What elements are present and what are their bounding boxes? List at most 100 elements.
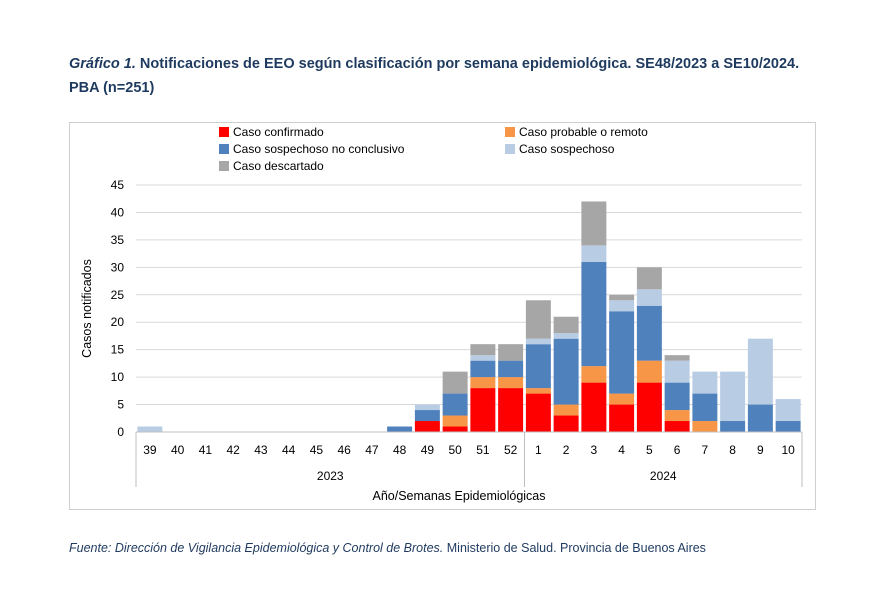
x-tick-label: 10 xyxy=(781,443,795,457)
y-tick-label: 5 xyxy=(117,398,124,412)
bar-segment xyxy=(581,245,607,262)
y-tick-label: 25 xyxy=(111,288,125,302)
bar-segment xyxy=(636,305,662,361)
x-tick-label: 1 xyxy=(535,443,542,457)
x-tick-label: 6 xyxy=(674,443,681,457)
legend-swatch xyxy=(219,127,229,137)
figure-label: Gráfico 1. xyxy=(69,56,136,72)
bar-segment xyxy=(498,344,524,361)
x-tick-label: 7 xyxy=(702,443,709,457)
x-tick-label: 5 xyxy=(646,443,653,457)
bar-segment xyxy=(553,338,579,405)
bar-segment xyxy=(525,338,551,345)
legend-swatch xyxy=(505,127,515,137)
bar-segment xyxy=(553,415,579,432)
bar-segment xyxy=(720,371,746,422)
legend-swatch xyxy=(219,161,229,171)
bar-segment xyxy=(692,393,718,422)
bar-segment xyxy=(775,421,801,432)
x-tick-label: 39 xyxy=(143,443,157,457)
bar-segment xyxy=(636,267,662,290)
bar-segment xyxy=(525,393,551,432)
year-label: 2024 xyxy=(650,469,677,483)
legend-label: Caso probable o remoto xyxy=(519,125,648,139)
bar-segment xyxy=(553,316,579,334)
chart-title: Gráfico 1. Notificaciones de EEO según c… xyxy=(69,52,839,100)
x-tick-label: 9 xyxy=(757,443,764,457)
x-tick-label: 51 xyxy=(476,443,490,457)
x-tick-label: 4 xyxy=(618,443,625,457)
source-normal: Ministerio de Salud. Provincia de Buenos… xyxy=(446,541,706,555)
bar-segment xyxy=(664,421,690,432)
y-tick-label: 15 xyxy=(111,343,125,357)
x-tick-label: 49 xyxy=(421,443,435,457)
x-tick-label: 41 xyxy=(199,443,213,457)
bar-segment xyxy=(442,371,468,394)
bar-segment xyxy=(137,426,163,432)
y-axis: 0 5 10 15 20 25 30 35 40 45 xyxy=(111,178,125,439)
bar-segment xyxy=(414,421,440,432)
bar-segment xyxy=(442,415,468,427)
bar-segment xyxy=(581,366,607,383)
bar-segment xyxy=(609,393,635,405)
x-tick-label: 44 xyxy=(282,443,296,457)
bar-segment xyxy=(581,382,607,432)
chart-frame xyxy=(69,122,816,510)
bar-segment xyxy=(636,382,662,432)
bar-segment xyxy=(498,360,524,378)
x-tick-label: 45 xyxy=(310,443,324,457)
gridlines xyxy=(136,184,802,406)
source-note: Fuente: Dirección de Vigilancia Epidemio… xyxy=(69,541,706,555)
bar-segment xyxy=(581,201,607,246)
bar-segment xyxy=(442,393,468,416)
bar-segment xyxy=(664,410,690,422)
bar-segment xyxy=(664,360,690,383)
x-tick-label: 43 xyxy=(254,443,268,457)
y-tick-label: 45 xyxy=(111,178,125,192)
legend: Caso confirmado Caso probable o remoto Cas… xyxy=(219,125,648,173)
legend-label: Caso sospechoso no conclusivo xyxy=(233,142,405,156)
bar-segment xyxy=(387,426,413,432)
bar-segment xyxy=(470,377,496,389)
y-tick-label: 10 xyxy=(111,370,125,384)
bar-segment xyxy=(525,388,551,394)
bar-segment xyxy=(692,421,718,432)
bar-segment xyxy=(525,344,551,389)
bar-segment xyxy=(581,261,607,367)
bar-segment xyxy=(498,388,524,432)
bar-segment xyxy=(692,371,718,394)
x-tick-label: 42 xyxy=(226,443,240,457)
bar-segment xyxy=(747,404,773,432)
bar-segment xyxy=(470,388,496,432)
x-tick-label: 2 xyxy=(563,443,570,457)
legend-label: Caso confirmado xyxy=(233,125,324,139)
x-tick-label: 46 xyxy=(337,443,351,457)
bar-segment xyxy=(636,289,662,306)
bar-segment xyxy=(553,404,579,416)
y-axis-title: Casos notificados xyxy=(80,259,94,358)
bar-segment xyxy=(747,338,773,405)
legend-swatch xyxy=(505,144,515,154)
x-axis-title: Año/Semanas Epidemiológicas xyxy=(372,489,545,503)
bar-segment xyxy=(553,333,579,339)
x-tick-label: 40 xyxy=(171,443,185,457)
bar-segment xyxy=(609,311,635,394)
bar-segment xyxy=(664,382,690,411)
y-tick-label: 40 xyxy=(111,205,125,219)
bar-segment xyxy=(609,404,635,432)
x-tick-label: 3 xyxy=(591,443,598,457)
bar-segment xyxy=(442,426,468,432)
y-tick-label: 20 xyxy=(111,315,125,329)
y-tick-label: 30 xyxy=(111,260,125,274)
bar-segment xyxy=(414,404,440,411)
y-tick-label: 0 xyxy=(117,425,124,439)
bar-segment xyxy=(720,421,746,432)
bar-segment xyxy=(664,355,690,361)
x-tick-label: 47 xyxy=(365,443,379,457)
bar-segment xyxy=(609,294,635,301)
x-tick-label: 8 xyxy=(729,443,736,457)
source-italic: Fuente: Dirección de Vigilancia Epidemio… xyxy=(69,541,444,555)
y-tick-label: 35 xyxy=(111,233,125,247)
x-tick-label: 48 xyxy=(393,443,407,457)
